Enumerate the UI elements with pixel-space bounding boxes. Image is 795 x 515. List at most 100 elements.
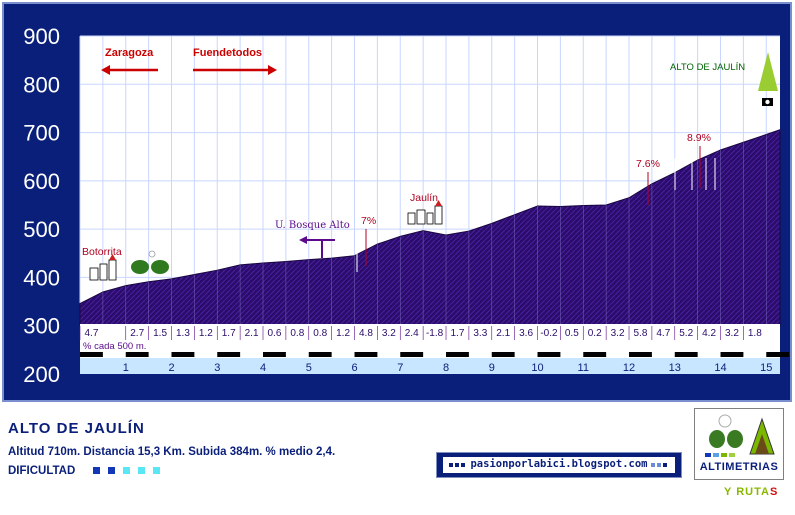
gradient-label: 0.8 (313, 328, 327, 339)
logo-graphic-icon (705, 414, 775, 457)
profile-area (79, 128, 781, 327)
cyclist-wheel (131, 260, 149, 274)
village-house (416, 209, 426, 225)
y-tick-label: 400 (23, 265, 60, 290)
gradient-label: 3.2 (382, 328, 396, 339)
x-band-dash (217, 352, 241, 357)
x-tick-label: 2 (168, 362, 174, 374)
gradient-label: 1.2 (199, 328, 213, 339)
cyclist-wheel (151, 260, 169, 274)
arrowhead-left-icon (101, 65, 110, 75)
x-band-dash (446, 352, 469, 357)
chart-svg: 4.7 2.7 1.5 1.3 1.2 1.7 2.1 0.6 0.8 0.8 1.2 4.8 3.2 2… (2, 2, 792, 402)
gradient-strip-bg (80, 324, 780, 352)
x-tick-label: 14 (714, 362, 726, 374)
gradient-label: -1.8 (426, 328, 444, 339)
gradient-label: 1.8 (748, 328, 762, 339)
blog-url[interactable]: pasionporlabici.blogspot.com (470, 458, 648, 470)
x-band-dash (537, 352, 561, 357)
logo-brand: ALTIMETRIAS (699, 461, 779, 473)
gradient-label: 5.2 (679, 328, 693, 339)
village-house (407, 212, 416, 225)
y-tick-label: 900 (23, 24, 60, 49)
x-band-dash (583, 352, 607, 357)
logo-tagline-end: S (769, 486, 779, 498)
y-tick-labels: 200 300 400 500 600 700 800 900 (23, 24, 60, 387)
banner-dot (449, 463, 453, 467)
label-fuendetodos: Fuendetodos (193, 47, 262, 59)
label-jaulin: Jaulín (410, 192, 438, 204)
label-zaragoza: Zaragoza (105, 47, 154, 59)
gradient-label: 0.6 (267, 328, 281, 339)
cyclist-head (148, 250, 156, 258)
camera-lens (765, 99, 770, 105)
banner-dot (657, 463, 661, 467)
gradient-label: 2.7 (130, 328, 144, 339)
profile-title: ALTO DE JAULÍN (8, 420, 145, 437)
difficulty-square (92, 467, 100, 475)
label-ramp-3: 8.9% (687, 132, 711, 144)
gradient-label: 2.4 (405, 328, 419, 339)
village-house (426, 212, 434, 225)
y-tick-label: 800 (23, 72, 60, 97)
gradient-label: 0.2 (588, 328, 602, 339)
x-band-dash (354, 352, 378, 357)
gradient-label: 0.5 (565, 328, 579, 339)
gradient-label: 3.6 (519, 328, 533, 339)
gradient-label: 3.2 (725, 328, 739, 339)
label-botorrita: Botorrita (82, 246, 122, 258)
x-tick-label: 10 (531, 362, 543, 374)
gradient-label: 2.1 (245, 328, 259, 339)
village-tower (108, 259, 117, 281)
gradient-label: 0.8 (290, 328, 304, 339)
village-icon (407, 200, 443, 225)
village-roof (109, 254, 116, 260)
label-ramp-2: 7.6% (636, 158, 660, 170)
x-band-dash (629, 352, 652, 357)
gradient-label: 4.7 (84, 328, 98, 339)
gradient-label: 4.2 (702, 328, 716, 339)
x-tick-label: 12 (623, 362, 635, 374)
gradient-caption: % cada 500 m. (83, 341, 146, 352)
x-tick-label: 11 (578, 362, 589, 374)
logo-tagline-main: Y RUTA (724, 486, 770, 498)
gradient-label: 1.7 (222, 328, 236, 339)
y-tick-label: 200 (23, 362, 60, 387)
x-tick-label: 15 (760, 362, 772, 374)
x-tick-label: 13 (669, 362, 681, 374)
x-band-dash (263, 352, 286, 357)
annotations: Zaragoza Fuendetodos Botorrita U. Bosque Al… (82, 47, 778, 281)
label-u-bosque-alto: U. Bosque Alto (275, 220, 350, 231)
x-tick-labels: 1 2 3 4 5 6 7 8 9 10 11 12 13 14 15 (123, 362, 773, 374)
label-ramp-1: 7% (361, 215, 376, 227)
blog-banner-inner: pasionporlabici.blogspot.com (443, 457, 675, 473)
summit-peak-icon (758, 52, 778, 91)
x-band-dash (720, 352, 744, 357)
difficulty-square (107, 467, 115, 475)
x-band-dash (125, 352, 149, 357)
gradient-strip: 4.7 2.7 1.5 1.3 1.2 1.7 2.1 0.6 0.8 0.8 1.2 4.8 3.2 2… (79, 324, 780, 352)
blog-banner[interactable]: pasionporlabici.blogspot.com (436, 452, 682, 478)
logo-tagline: Y RUTAS (724, 486, 778, 498)
x-tick-label: 6 (351, 362, 357, 374)
difficulty-row: DIFICULTAD (8, 465, 168, 477)
y-tick-label: 600 (23, 169, 60, 194)
gradient-label: 2.1 (496, 328, 510, 339)
x-axis-band (80, 352, 790, 374)
gradient-label: 1.5 (153, 328, 167, 339)
logo-box: ALTIMETRIAS (694, 408, 784, 480)
x-tick-label: 8 (443, 362, 449, 374)
village-roof (435, 200, 442, 206)
gradient-label: 4.7 (656, 328, 670, 339)
village-house (99, 263, 108, 281)
banner-dot (461, 463, 465, 467)
gradient-label: 1.7 (450, 328, 464, 339)
gradient-label: 3.3 (473, 328, 487, 339)
x-tick-label: 4 (260, 362, 266, 374)
difficulty-scale (92, 465, 168, 477)
x-band-dash (491, 352, 515, 357)
x-band-dash (171, 352, 195, 357)
gradient-label: 4.8 (359, 328, 373, 339)
altimetrias-logo: ALTIMETRIAS Y RUTAS (694, 408, 792, 512)
profile-area-shape (79, 128, 781, 327)
